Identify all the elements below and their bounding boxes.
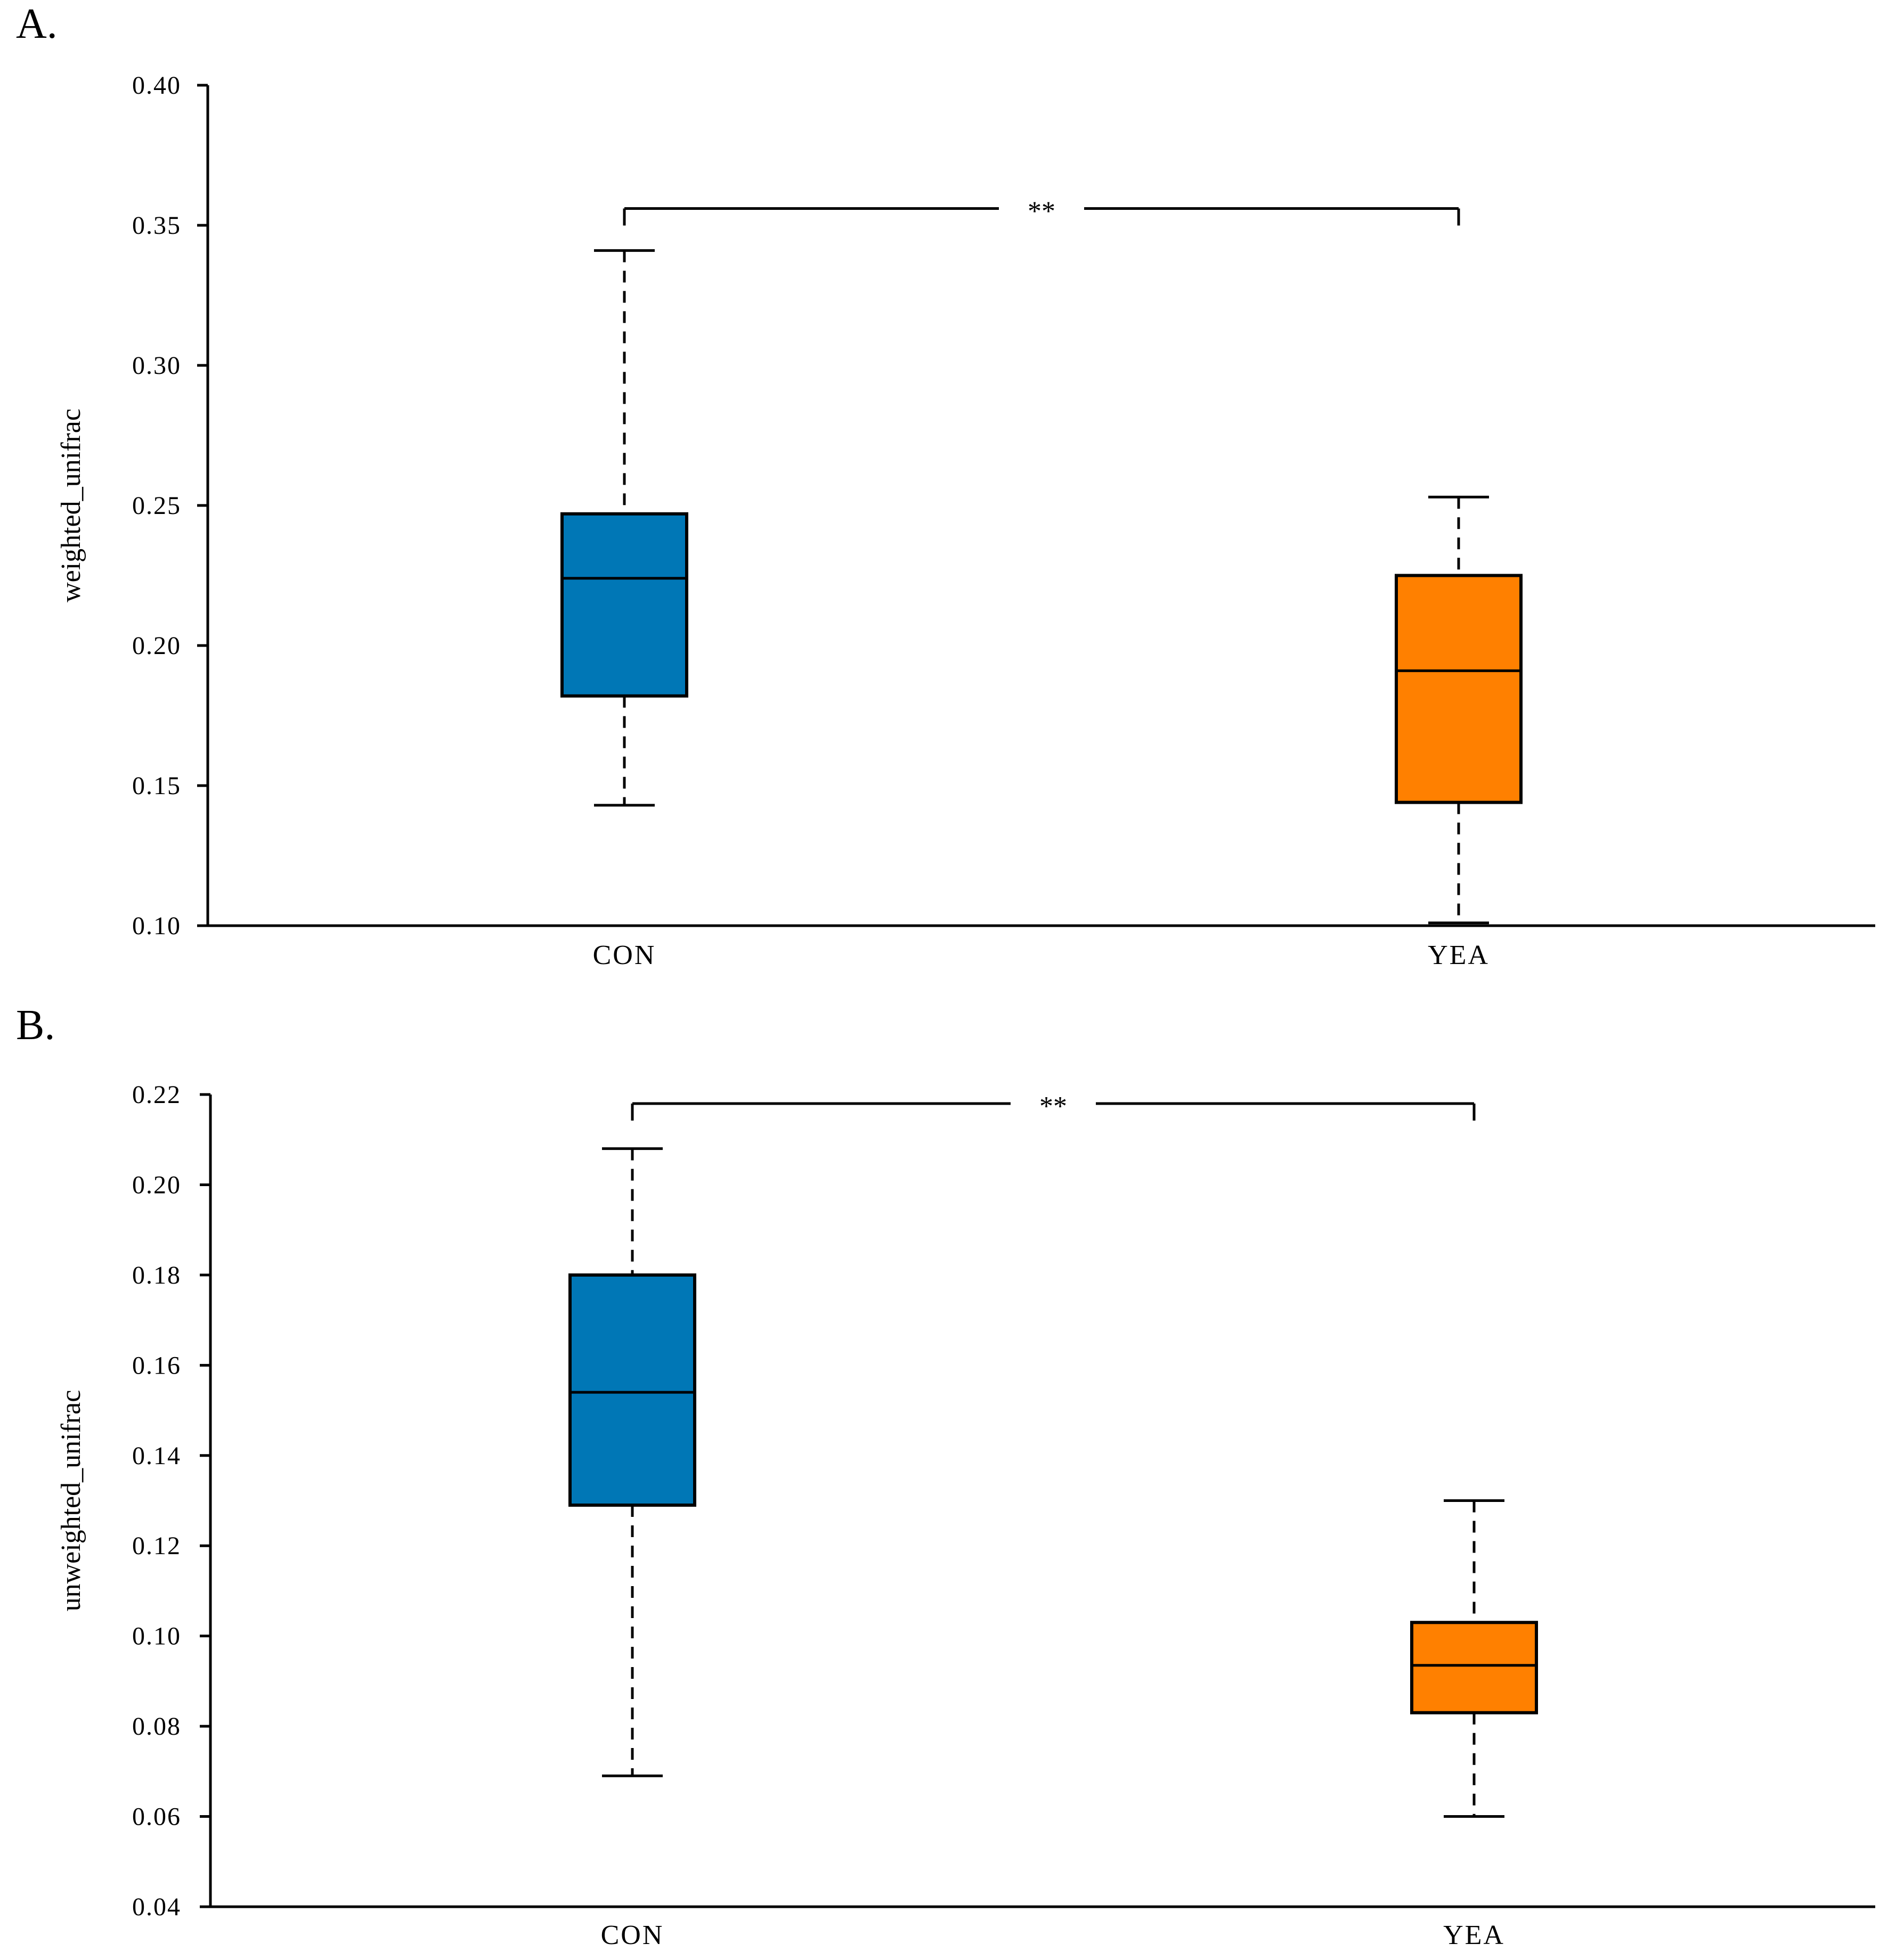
significance-bracket	[623, 207, 1460, 226]
y-tick-label: 0.06	[132, 1803, 181, 1831]
x-category-label: YEA	[1428, 940, 1490, 970]
y-tick-label: 0.30	[132, 352, 181, 380]
y-tick-label: 0.40	[132, 71, 181, 100]
box-yea	[1395, 495, 1523, 925]
y-tick-label: 0.25	[132, 492, 181, 520]
y-tick-label: 0.20	[132, 1171, 181, 1199]
box-yea	[1410, 1499, 1538, 1818]
y-tick-label: 0.22	[132, 1081, 181, 1109]
boxplot-chart-a: 0.10 0.15 0.20 0.25 0.30 0.35 0.40 weighted_uni…	[56, 71, 1875, 970]
panel-b: B. 0.04 0.06 0.08 0.10 0.12 0.14 0.16 0.18 0.20 0…	[0, 985, 1904, 1960]
y-tick-label: 0.15	[132, 772, 181, 800]
box-con	[568, 1147, 696, 1777]
y-axis-title: unweighted_unifrac	[56, 1390, 86, 1612]
x-category-label: CON	[601, 1920, 664, 1950]
panel-a: A. 0.10 0.15 0.20 0.25 0.30 0.35 0.40 weighted_…	[16, 1, 1875, 970]
significance-label: **	[1039, 1091, 1067, 1122]
y-tick-label: 0.12	[132, 1532, 181, 1560]
panel-label: A.	[16, 1, 58, 47]
y-axis-title: weighted_unifrac	[56, 409, 86, 602]
y-tick-label: 0.16	[132, 1351, 181, 1379]
x-category-label: CON	[593, 940, 656, 970]
y-tick-label: 0.35	[132, 211, 181, 240]
y-tick-label: 0.10	[132, 1622, 181, 1651]
boxplot-chart-b: 0.04 0.06 0.08 0.10 0.12 0.14 0.16 0.18 0.20 0.22…	[56, 1081, 1875, 1950]
x-category-label: YEA	[1443, 1920, 1505, 1950]
iqr-box	[1410, 1621, 1538, 1714]
y-tick-label: 0.20	[132, 632, 181, 660]
y-tick-label: 0.18	[132, 1261, 181, 1289]
iqr-box	[560, 512, 688, 698]
box-con	[560, 249, 688, 807]
y-tick-label: 0.08	[132, 1712, 181, 1741]
significance-bracket	[631, 1102, 1476, 1121]
iqr-box	[568, 1273, 696, 1507]
y-tick-label: 0.04	[132, 1893, 181, 1921]
iqr-box	[1395, 574, 1523, 804]
panel-label: B.	[16, 1002, 55, 1049]
significance-label: **	[1028, 196, 1055, 226]
y-tick-label: 0.14	[132, 1442, 181, 1470]
y-tick-label: 0.10	[132, 912, 181, 940]
